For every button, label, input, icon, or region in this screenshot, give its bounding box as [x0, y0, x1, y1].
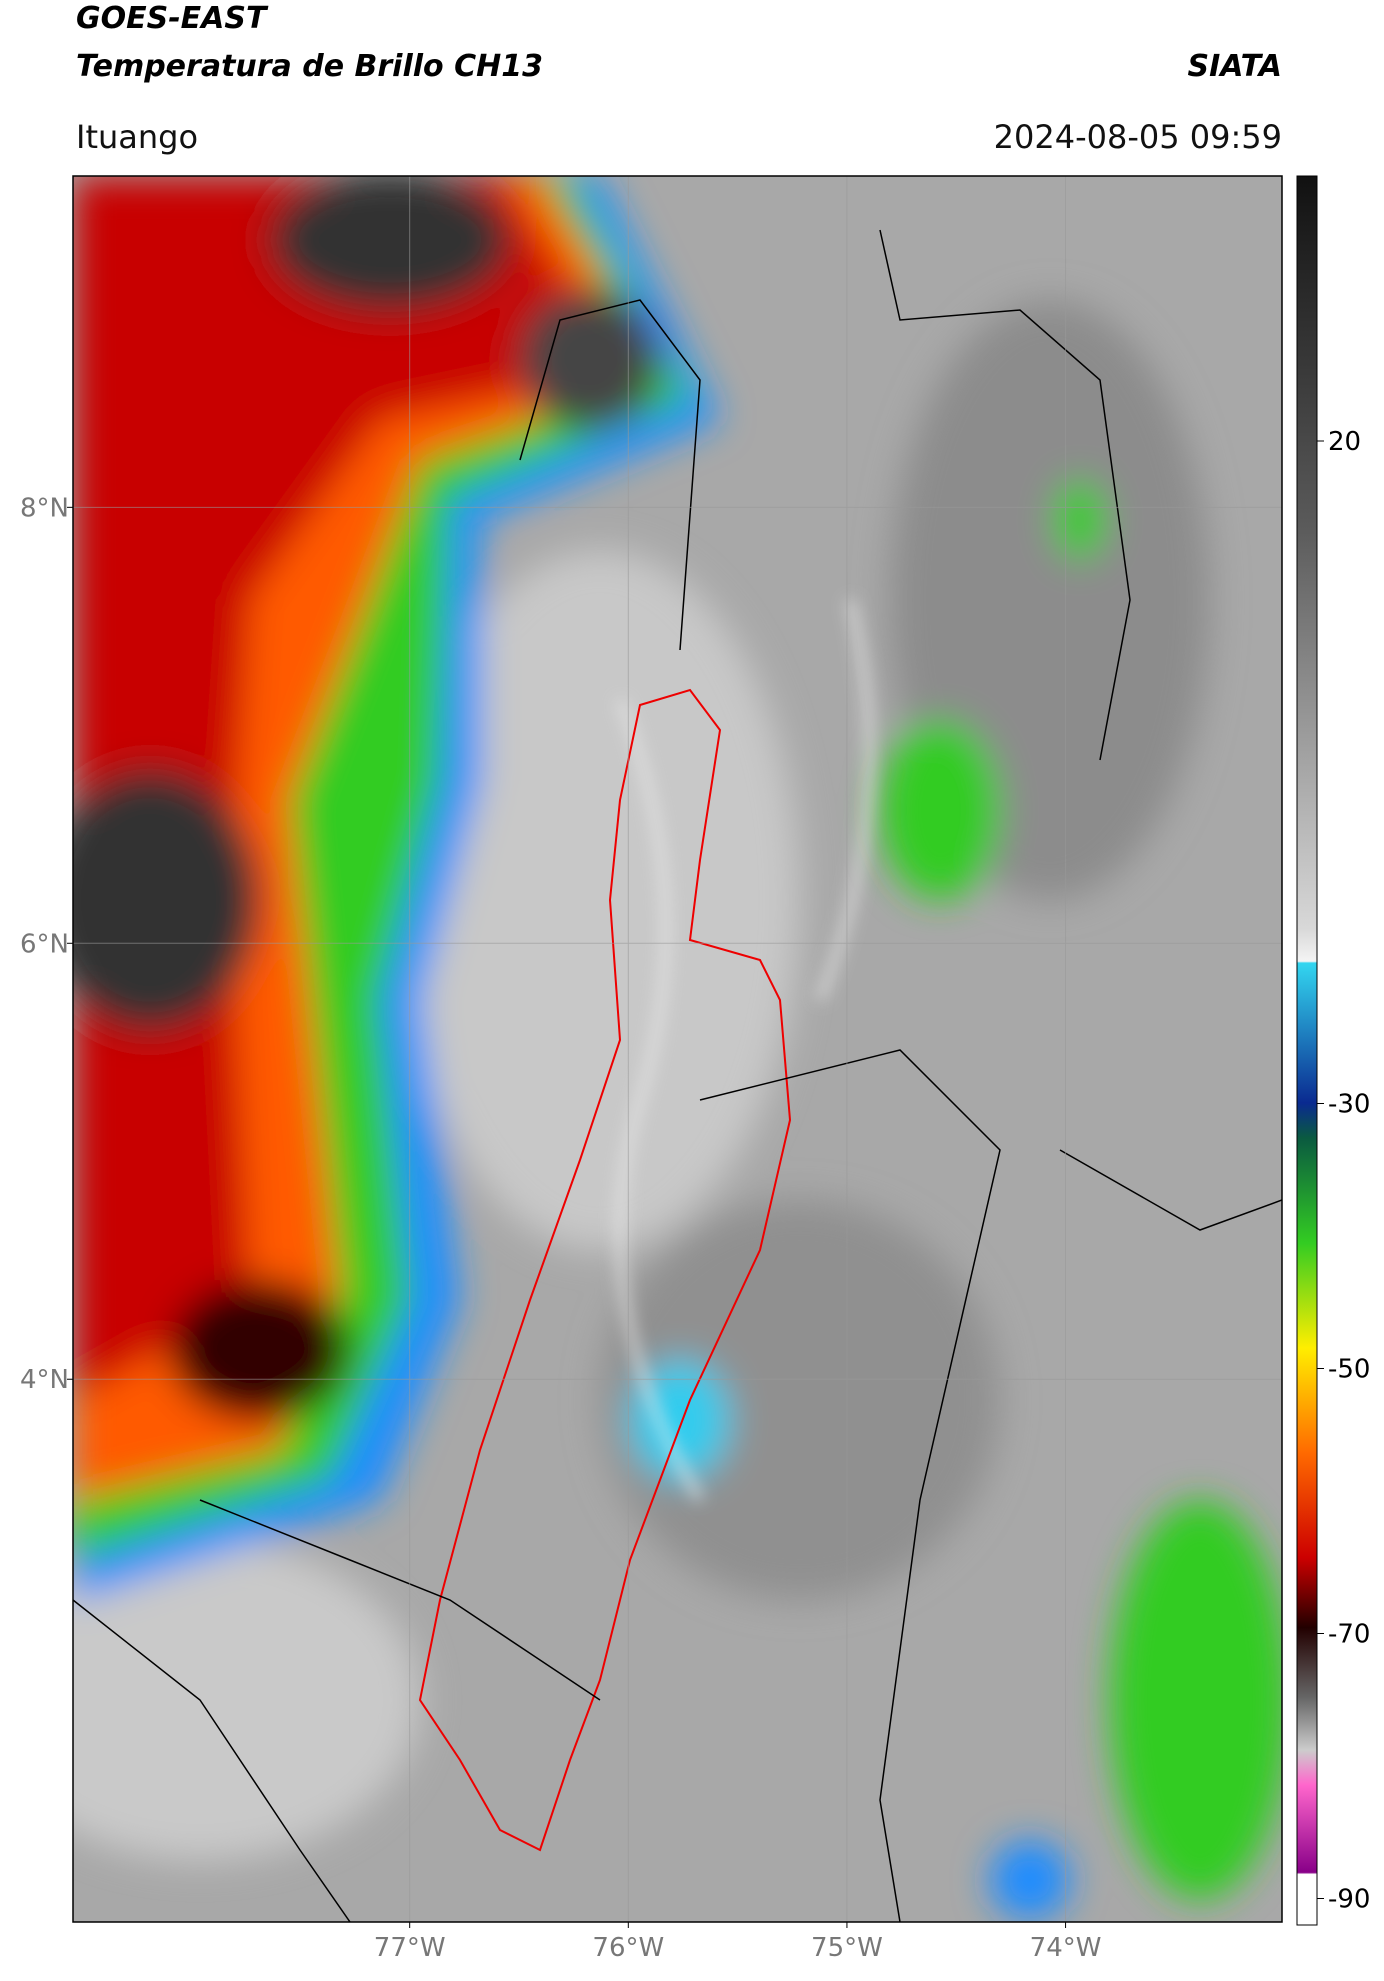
x-tick-label: 77°W [374, 1933, 446, 1963]
map-frame [72, 175, 1283, 1923]
colorbar-tick-label: -90 [1328, 1885, 1370, 1915]
y-tick-label: 6°N [20, 929, 69, 959]
region: Ituango [76, 118, 198, 156]
satellite-image [73, 176, 1282, 1922]
datetime: 2024-08-05 09:59 [994, 118, 1282, 156]
colorbar-tick-label: -70 [1328, 1620, 1370, 1650]
colorbar-tick-label: -50 [1328, 1355, 1370, 1385]
axes: 77°W 76°W 75°W 74°W 8°N 6°N 4°N 20 -30 -50 -70 -90 [20, 427, 1370, 1963]
graticule [73, 176, 1282, 1922]
x-tick-label: 75°W [811, 1933, 883, 1963]
x-tick-label: 74°W [1030, 1933, 1102, 1963]
x-tick-label: 76°W [592, 1933, 664, 1963]
colorbar [1296, 175, 1318, 1926]
brand: SIATA [1188, 49, 1282, 84]
title: Temperatura de Brillo CH13 [76, 49, 543, 84]
colorbar-tick-label: -30 [1328, 1090, 1370, 1120]
colorbar-tick-label: 20 [1328, 427, 1361, 457]
title: GOES-EAST [76, 1, 269, 36]
y-tick-label: 8°N [20, 493, 69, 523]
y-tick-label: 4°N [20, 1365, 69, 1395]
